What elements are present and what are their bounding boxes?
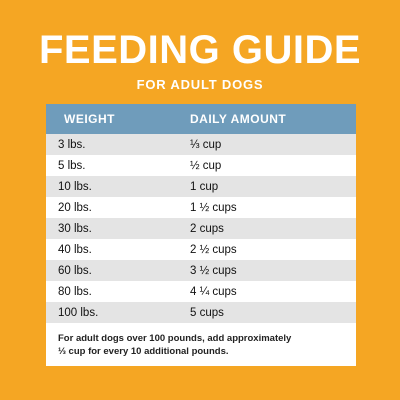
feeding-table-card: WEIGHT DAILY AMOUNT 3 lbs. ⅓ cup 5 lbs. … — [46, 104, 356, 366]
row-amount: ½ cup — [190, 159, 222, 172]
row-amount: 4 ¼ cups — [190, 285, 237, 298]
row-amount: 1 ½ cups — [190, 201, 237, 214]
row-weight: 10 lbs. — [58, 180, 92, 193]
row-weight: 40 lbs. — [58, 243, 92, 256]
row-weight: 5 lbs. — [58, 159, 86, 172]
row-weight: 80 lbs. — [58, 285, 92, 298]
row-amount: 1 cup — [190, 180, 219, 193]
footnote: For adult dogs over 100 pounds, add appr… — [46, 323, 356, 358]
row-weight: 3 lbs. — [58, 138, 86, 151]
row-amount: ⅓ cup — [190, 138, 222, 151]
table-header: WEIGHT DAILY AMOUNT — [46, 104, 356, 134]
table-row: 30 lbs. 2 cups — [46, 218, 356, 239]
table-row: 40 lbs. 2 ½ cups — [46, 239, 356, 260]
subtitle: FOR ADULT DOGS — [136, 77, 264, 92]
footnote-line-1: For adult dogs over 100 pounds, add appr… — [58, 333, 292, 344]
table-row: 5 lbs. ½ cup — [46, 155, 356, 176]
row-weight: 20 lbs. — [58, 201, 92, 214]
row-amount: 2 cups — [190, 222, 224, 235]
row-amount: 5 cups — [190, 306, 224, 319]
header-daily-amount: DAILY AMOUNT — [190, 112, 287, 126]
table-row: 3 lbs. ⅓ cup — [46, 134, 356, 155]
table-row: 60 lbs. 3 ½ cups — [46, 260, 356, 281]
row-amount: 2 ½ cups — [190, 243, 237, 256]
row-weight: 60 lbs. — [58, 264, 92, 277]
row-weight: 100 lbs. — [58, 306, 99, 319]
footnote-line-2: ⅓ cup for every 10 additional pounds. — [58, 346, 229, 357]
table-row: 10 lbs. 1 cup — [46, 176, 356, 197]
table-row: 80 lbs. 4 ¼ cups — [46, 281, 356, 302]
row-weight: 30 lbs. — [58, 222, 92, 235]
row-amount: 3 ½ cups — [190, 264, 237, 277]
table-row: 100 lbs. 5 cups — [46, 302, 356, 323]
header-weight: WEIGHT — [64, 112, 115, 126]
table-row: 20 lbs. 1 ½ cups — [46, 197, 356, 218]
title: FEEDING GUIDE — [38, 28, 362, 72]
